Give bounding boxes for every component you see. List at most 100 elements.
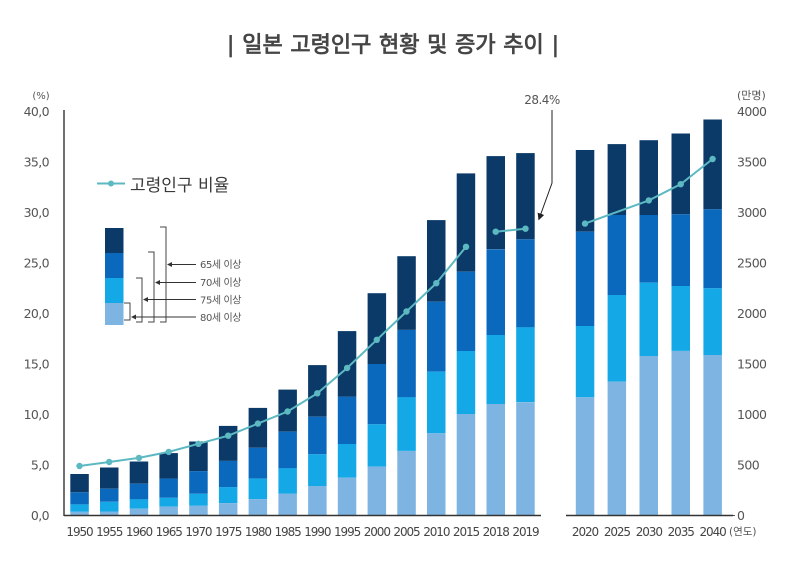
bar-segment-2020-age65 (575, 150, 595, 232)
bar-segment-2010-age75 (427, 371, 446, 434)
x-tick-label-1995: 1995 (334, 525, 361, 539)
chart-title: | 일본 고령인구 현황 및 증가 추이 | (227, 33, 560, 58)
bar-stack-1955 (100, 467, 119, 516)
bar-segment-2040-age70 (703, 209, 722, 289)
bar-segment-2040-age75 (703, 288, 722, 356)
bar-segment-1960-age75 (129, 499, 149, 509)
bar-segment-1950-age70 (70, 492, 89, 505)
annotation-arrow (537, 110, 553, 221)
ratio-point-2005 (403, 308, 410, 315)
bar-stack-1990 (308, 365, 327, 516)
bar-stack-1995 (337, 331, 357, 516)
x-tick-label-2030: 2030 (636, 525, 663, 539)
legend-swatch-70 (105, 253, 124, 278)
bar-segment-2018-age75 (486, 335, 505, 404)
bar-segment-1990-age75 (308, 454, 327, 486)
bar-stack-2020 (575, 150, 595, 516)
x-tick-label-1965: 1965 (156, 525, 183, 539)
bar-segment-1975-age70 (218, 461, 238, 488)
bar-segment-2005-age75 (397, 397, 416, 451)
bar-segment-2025-age70 (607, 215, 627, 295)
bar-stack-1975 (218, 425, 238, 516)
bar-segment-2030-age80 (639, 356, 658, 516)
bracket-75 (136, 277, 143, 323)
bar-segment-2015-age75 (456, 351, 476, 414)
left-tick-label: 10,0 (24, 407, 50, 422)
bar-segment-1980-age65 (248, 407, 268, 448)
bar-segment-1985-age75 (278, 468, 297, 494)
bar-segment-2020-age70 (575, 231, 595, 326)
bar-segment-1985-age70 (278, 431, 297, 469)
x-tick-label-1990: 1990 (304, 525, 331, 539)
right-axis-ticks: 0 500 1000 1500 2000 2500 3000 3500 4000 (733, 104, 768, 523)
bar-segment-1980-age70 (248, 447, 268, 479)
bar-stack-2018 (486, 156, 505, 516)
bar-segment-2019-age65 (516, 153, 535, 240)
bar-segment-2019-age75 (516, 327, 535, 403)
bar-segment-2005-age70 (397, 330, 416, 398)
bar-stack-2015 (456, 173, 476, 516)
right-tick-label: 3500 (737, 155, 767, 170)
ratio-point-2000 (373, 336, 380, 343)
bar-segment-2040-age65 (703, 119, 722, 210)
bracket-80 (124, 302, 131, 321)
ratio-point-2035 (677, 181, 684, 188)
bar-stack-2010 (427, 220, 446, 516)
bars-group (70, 119, 722, 516)
right-tick-label: 1000 (737, 407, 767, 422)
bar-segment-1995-age70 (337, 396, 357, 444)
ratio-point-2010 (433, 280, 440, 287)
ratio-line-group (76, 155, 716, 470)
ratio-point-1985 (284, 408, 291, 415)
bar-segment-1970-age75 (189, 493, 208, 506)
ratio-point-1980 (254, 420, 262, 427)
bar-segment-1995-age75 (337, 444, 357, 478)
bar-segment-2010-age65 (427, 220, 446, 302)
x-tick-label-2040: 2040 (700, 525, 727, 539)
bar-segment-1995-age65 (337, 331, 357, 397)
bar-segment-2030-age70 (639, 215, 658, 283)
right-tick-label: 3000 (737, 205, 767, 220)
bar-segment-1995-age80 (337, 477, 357, 516)
bar-segment-1990-age70 (308, 416, 327, 455)
left-tick-label: 20,0 (24, 306, 50, 321)
legend-label-75: 75세 이상 (200, 295, 241, 307)
ratio-point-1965 (165, 448, 172, 456)
left-tick-label: 15,0 (24, 357, 50, 372)
bar-segment-1965-age80 (159, 506, 178, 516)
ratio-point-1975 (225, 432, 232, 439)
x-tick-label-1970: 1970 (185, 525, 212, 539)
bar-stack-2000 (367, 293, 387, 516)
x-tick-label-2015: 2015 (453, 525, 480, 539)
ratio-point-2018 (492, 228, 499, 235)
bar-segment-2019-age70 (516, 239, 535, 328)
bar-segment-2035-age65 (671, 133, 690, 215)
left-tick-label: 35,0 (24, 155, 50, 170)
x-tick-label-2005: 2005 (393, 525, 420, 539)
bar-stack-2019 (516, 153, 535, 516)
bar-segment-1970-age70 (189, 471, 208, 494)
bar-segment-2025-age65 (607, 144, 627, 215)
bar-segment-2015-age70 (456, 271, 476, 351)
ratio-point-2040 (709, 155, 716, 163)
bar-segment-2020-age75 (575, 326, 595, 398)
legend-ratio-line: 고령인구 비율 (97, 176, 229, 196)
bar-segment-1990-age80 (308, 486, 327, 516)
ratio-point-1955 (106, 458, 113, 466)
bar-segment-1975-age80 (218, 503, 238, 516)
bar-segment-1960-age70 (129, 483, 149, 500)
bar-segment-2018-age70 (486, 249, 505, 335)
ratio-point-1960 (135, 454, 143, 462)
bar-segment-2025-age75 (607, 295, 627, 382)
left-axis-ticks: 0,0 5,0 10,0 15,0 20,0 25,0 30,0 35,0 40,0 (24, 104, 51, 523)
bar-segment-1985-age80 (278, 493, 297, 516)
x-tick-label-1950: 1950 (66, 525, 93, 539)
bar-segment-1950-age75 (70, 504, 89, 512)
bar-segment-2000-age70 (367, 364, 387, 425)
x-tick-label-2018: 2018 (483, 525, 510, 539)
bar-segment-2018-age80 (486, 404, 505, 516)
bar-segment-2005-age65 (397, 256, 416, 330)
bar-stack-2025 (607, 144, 627, 516)
x-tick-label-2020: 2020 (572, 525, 599, 539)
bar-segment-2035-age80 (671, 351, 690, 516)
